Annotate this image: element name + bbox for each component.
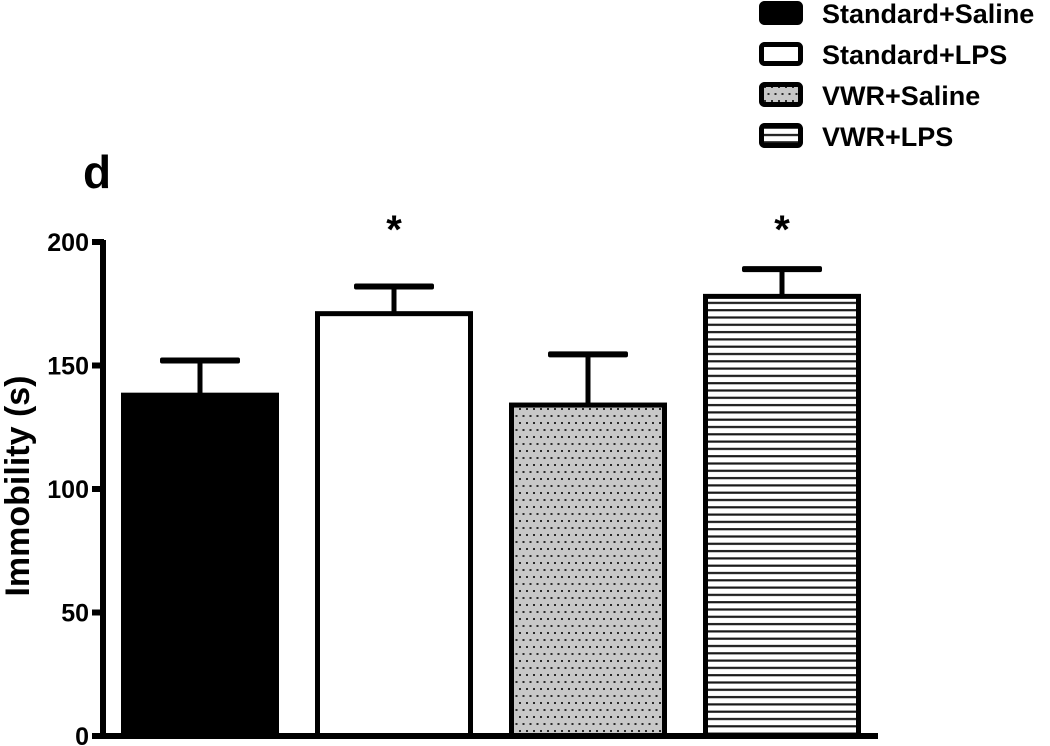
legend-item-vwr-lps: VWR+LPS [759,122,953,152]
y-tick-mark [92,486,104,492]
bar-standard-lps [315,311,473,739]
legend-label: VWR+Saline [822,81,980,111]
y-tick-mark [92,362,104,369]
legend-label: VWR+LPS [822,122,953,152]
y-tick-label: 100 [47,476,89,504]
y-tick-label: 150 [47,353,89,381]
significance-markers: * * [386,208,790,252]
y-axis-title: Immobility (s) [0,375,37,596]
legend-item-vwr-saline: VWR+Saline [759,81,980,111]
error-bar-cap [548,351,628,358]
error-bar-cap [354,283,434,290]
legend-item-standard-saline: Standard+Saline [759,0,1034,29]
legend-swatch-horizontal-lines [759,123,803,148]
panel-label: d [83,146,111,198]
y-tick-label: 200 [47,229,89,257]
legend-swatch-dotted-gray [759,82,803,107]
error-bar-stem [585,354,591,404]
error-bar-cap [742,266,822,273]
error-bar-cap [160,357,240,364]
error-bar-stem [391,286,397,313]
error-bars [160,266,822,404]
y-tick-mark [92,733,104,739]
x-axis-line [100,733,878,739]
legend-label: Standard+LPS [822,40,1007,70]
bars [121,293,861,739]
significance-asterisk: * [386,208,402,252]
bar-standard-saline [121,392,279,739]
significance-asterisk: * [774,208,790,252]
legend: Standard+Saline Standard+LPS VWR+Saline … [759,0,1034,152]
legend-swatch-white [759,42,803,66]
bar-vwr-saline [509,402,667,739]
error-bar-stem [779,269,785,295]
y-tick-mark [92,239,104,245]
legend-label: Standard+Saline [822,0,1034,29]
legend-swatch-solid-black [759,1,803,25]
legend-item-standard-lps: Standard+LPS [759,40,1007,70]
error-bar-stem [197,360,203,394]
y-axis-ticks: 0 50 100 150 200 [47,229,104,746]
bar-vwr-lps [703,293,861,739]
y-tick-label: 50 [61,600,89,628]
y-tick-mark [92,609,104,616]
y-tick-label: 0 [75,723,89,746]
